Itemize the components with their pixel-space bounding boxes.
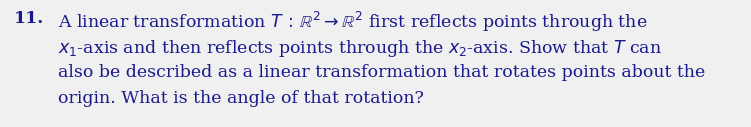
Text: 11.: 11. — [14, 10, 44, 27]
Text: also be described as a linear transformation that rotates points about the: also be described as a linear transforma… — [58, 64, 705, 81]
Text: A linear transformation $T\,:\,\mathbb{R}^2 \rightarrow \mathbb{R}^2$ first refl: A linear transformation $T\,:\,\mathbb{R… — [58, 10, 647, 34]
Text: $x_1$-axis and then reflects points through the $x_2$-axis. Show that $T$ can: $x_1$-axis and then reflects points thro… — [58, 38, 662, 59]
Text: origin. What is the angle of that rotation?: origin. What is the angle of that rotati… — [58, 90, 424, 107]
